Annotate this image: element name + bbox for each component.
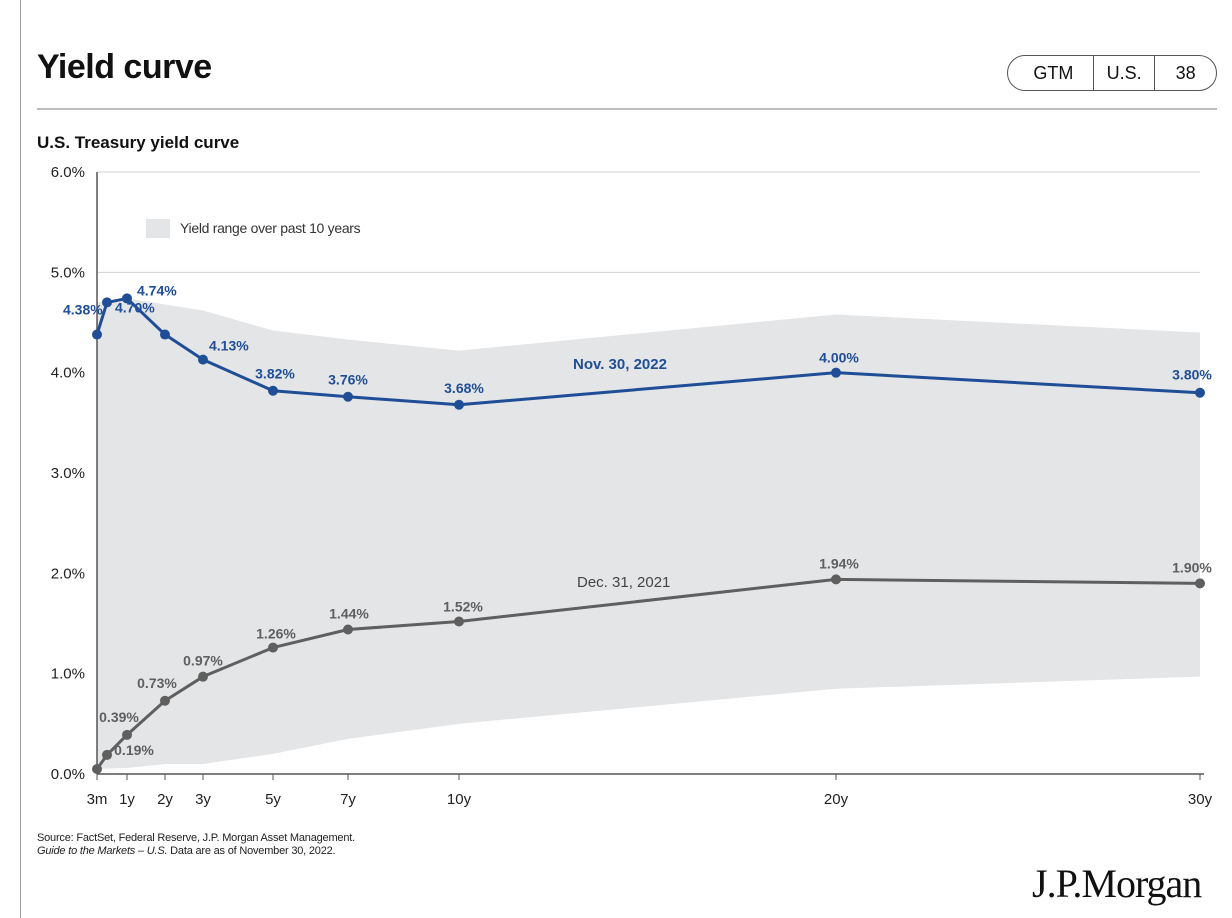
data-point (102, 749, 112, 760)
guide-name: Guide to the Markets – U.S. (37, 845, 168, 857)
data-point (122, 293, 132, 304)
data-label: 1.52% (443, 598, 483, 614)
data-point (92, 763, 102, 774)
data-label: 3.68% (444, 380, 484, 396)
header-divider (37, 108, 1217, 110)
data-point (122, 729, 132, 740)
data-point (454, 399, 464, 410)
x-tick-label: 20y (824, 791, 849, 808)
data-label: 3.80% (1172, 367, 1212, 383)
data-point (92, 329, 102, 340)
data-point (268, 642, 278, 653)
y-tick-label: 6.0% (51, 164, 85, 181)
data-point (268, 385, 278, 396)
slide-badge: GTM U.S. 38 (1007, 55, 1217, 91)
data-point (160, 695, 170, 706)
yield-range-band (97, 298, 1200, 769)
data-point (1195, 387, 1205, 398)
x-tick-label: 3y (195, 791, 211, 808)
y-tick-label: 3.0% (51, 465, 85, 482)
data-label: 1.44% (329, 606, 369, 622)
series-name-label: Nov. 30, 2022 (573, 356, 667, 373)
jpmorgan-logo: J.P.Morgan (1032, 861, 1202, 906)
legend-swatch (146, 219, 170, 238)
data-label: 4.74% (137, 282, 177, 298)
data-point (102, 297, 112, 308)
x-tick-label: 1y (119, 791, 135, 808)
y-tick-label: 2.0% (51, 565, 85, 582)
chart-title: U.S. Treasury yield curve (37, 133, 240, 152)
x-tick-label: 30y (1188, 791, 1213, 808)
data-label: 4.13% (209, 338, 249, 354)
data-point (831, 574, 841, 585)
data-label: 1.26% (256, 626, 296, 642)
data-point (343, 391, 353, 402)
data-label: 1.94% (819, 555, 859, 571)
data-point (343, 624, 353, 635)
data-date-note: Data are as of November 30, 2022. (167, 845, 336, 857)
data-label: 3.82% (255, 366, 295, 382)
data-point (198, 671, 208, 682)
x-tick-label: 7y (340, 791, 356, 808)
series-line-0 (95, 296, 1201, 407)
x-tick-label: 5y (265, 791, 281, 808)
badge-gtm: GTM (1033, 62, 1074, 83)
data-point (1195, 578, 1205, 589)
data-label: 0.39% (99, 709, 139, 725)
source-note: Source: FactSet, Federal Reserve, J.P. M… (37, 832, 355, 858)
data-label: 0.73% (137, 675, 177, 691)
data-label: 4.38% (63, 302, 103, 318)
y-tick-label: 5.0% (51, 264, 85, 281)
x-tick-label: 2y (157, 791, 173, 808)
data-label: 0.19% (114, 742, 154, 758)
source-line: Source: FactSet, Federal Reserve, J.P. M… (37, 832, 355, 844)
data-label: 0.97% (183, 653, 223, 669)
y-tick-label: 1.0% (51, 666, 85, 683)
y-tick-label: 0.0% (51, 766, 85, 783)
x-tick-label: 3m (87, 791, 108, 808)
data-point (198, 354, 208, 365)
x-tick-label: 10y (447, 791, 472, 808)
series-name-label: Dec. 31, 2021 (577, 574, 670, 591)
badge-page-number: 38 (1154, 56, 1216, 90)
page-title: Yield curve (37, 48, 212, 86)
data-label: 4.00% (819, 350, 859, 366)
data-label: 4.70% (115, 299, 155, 315)
data-point (831, 367, 841, 378)
data-label: 1.90% (1172, 559, 1212, 575)
data-point (160, 329, 170, 340)
legend-label: Yield range over past 10 years (180, 220, 361, 236)
badge-region: U.S. (1092, 56, 1155, 90)
data-label: 3.76% (328, 372, 368, 388)
y-tick-label: 4.0% (51, 365, 85, 382)
series-line-1 (95, 577, 1201, 770)
data-point (454, 616, 464, 627)
left-margin-rule (20, 0, 21, 918)
